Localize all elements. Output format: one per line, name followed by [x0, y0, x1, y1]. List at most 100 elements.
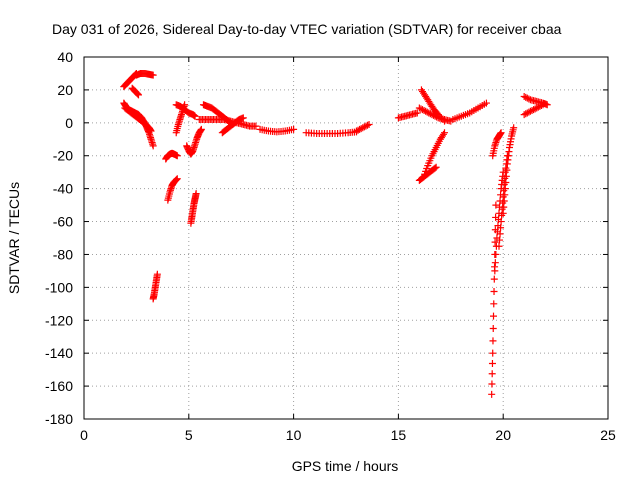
series-arc-p	[256, 125, 298, 136]
series-arc-x	[449, 99, 490, 124]
data-point	[531, 105, 539, 113]
data-point	[490, 275, 498, 283]
data-point	[528, 106, 536, 114]
x-axis-label: GPS time / hours	[292, 458, 399, 474]
data-point	[488, 370, 496, 378]
series-arc-w	[415, 104, 455, 125]
chart-title: Day 031 of 2026, Sidereal Day-to-day VTE…	[52, 21, 562, 37]
data-point	[423, 108, 431, 116]
data-point	[360, 123, 368, 131]
data-point	[432, 163, 440, 171]
y-tick-label: -20	[53, 148, 73, 164]
data-point	[441, 129, 449, 137]
y-tick-label: 20	[57, 82, 73, 98]
series-arc-b	[132, 69, 157, 79]
data-point	[522, 110, 530, 118]
data-point	[153, 270, 161, 278]
data-point	[134, 91, 142, 99]
data-point	[488, 380, 496, 388]
data-point	[490, 300, 498, 308]
data-point	[526, 107, 534, 115]
data-point	[149, 142, 157, 150]
data-point	[417, 105, 425, 113]
data-point	[359, 124, 367, 132]
data-point	[489, 337, 497, 345]
data-point	[172, 176, 180, 184]
data-point	[431, 164, 439, 172]
data-point	[362, 122, 370, 130]
series-arc-r	[352, 120, 373, 135]
data-point	[488, 359, 496, 367]
data-point	[420, 106, 428, 114]
series-arc-u	[420, 129, 449, 181]
data-point	[500, 203, 508, 211]
x-tick-label: 10	[286, 427, 302, 443]
data-point	[491, 267, 499, 275]
data-point	[491, 238, 499, 246]
data-point	[428, 111, 436, 119]
x-tick-label: 5	[185, 427, 193, 443]
data-point	[492, 201, 500, 209]
series-arc-q	[302, 128, 360, 138]
data-point	[413, 109, 421, 117]
data-point	[520, 111, 528, 119]
y-tick-label: -40	[53, 181, 73, 197]
data-point	[252, 122, 260, 130]
y-tick-label: -80	[53, 246, 73, 262]
series-arc-ae	[520, 92, 551, 109]
data-point	[491, 259, 499, 267]
data-points	[120, 69, 551, 398]
y-tick-label: -180	[45, 411, 73, 427]
x-tick-label: 25	[600, 427, 616, 443]
data-point	[501, 185, 509, 193]
data-point	[489, 325, 497, 332]
data-point	[523, 94, 531, 102]
x-tick-label: 0	[80, 427, 88, 443]
data-point	[290, 125, 298, 133]
data-point	[197, 125, 205, 133]
series-arc-g	[162, 149, 181, 163]
data-point	[147, 127, 155, 135]
data-point	[172, 176, 180, 184]
data-point	[133, 89, 141, 97]
y-tick-label: -60	[53, 214, 73, 230]
data-point	[431, 112, 439, 120]
series-arc-ac	[499, 124, 518, 217]
data-point	[363, 121, 371, 129]
data-point	[430, 111, 438, 119]
data-point	[502, 172, 510, 180]
series-arc-f	[149, 270, 161, 303]
y-tick-label: -160	[45, 378, 73, 394]
plot-frame	[83, 56, 609, 420]
data-point	[134, 90, 142, 98]
y-tick-label: -100	[45, 279, 73, 295]
data-point	[497, 129, 505, 137]
y-tick-label: -120	[45, 312, 73, 328]
data-point	[149, 71, 157, 79]
data-point	[525, 95, 533, 103]
data-point	[530, 106, 538, 114]
data-point	[500, 197, 508, 205]
data-point	[503, 166, 511, 174]
x-tick-label: 20	[495, 427, 511, 443]
data-point	[490, 287, 498, 295]
data-point	[496, 230, 504, 238]
data-point	[522, 93, 530, 101]
data-point	[489, 349, 497, 357]
series-arc-s	[394, 109, 421, 122]
data-point	[365, 120, 373, 128]
data-point	[520, 92, 528, 100]
series-arc-z	[489, 129, 505, 160]
series-arc-l	[183, 125, 205, 158]
data-point	[490, 312, 498, 320]
data-point	[239, 114, 247, 122]
data-point	[488, 390, 496, 398]
x-tick-label: 15	[391, 427, 407, 443]
data-point	[191, 112, 199, 120]
data-point	[357, 125, 365, 133]
data-point	[426, 110, 434, 118]
data-point	[495, 242, 503, 250]
y-axis-label: SDTVAR / TECUs	[6, 182, 22, 294]
data-point	[499, 209, 507, 217]
